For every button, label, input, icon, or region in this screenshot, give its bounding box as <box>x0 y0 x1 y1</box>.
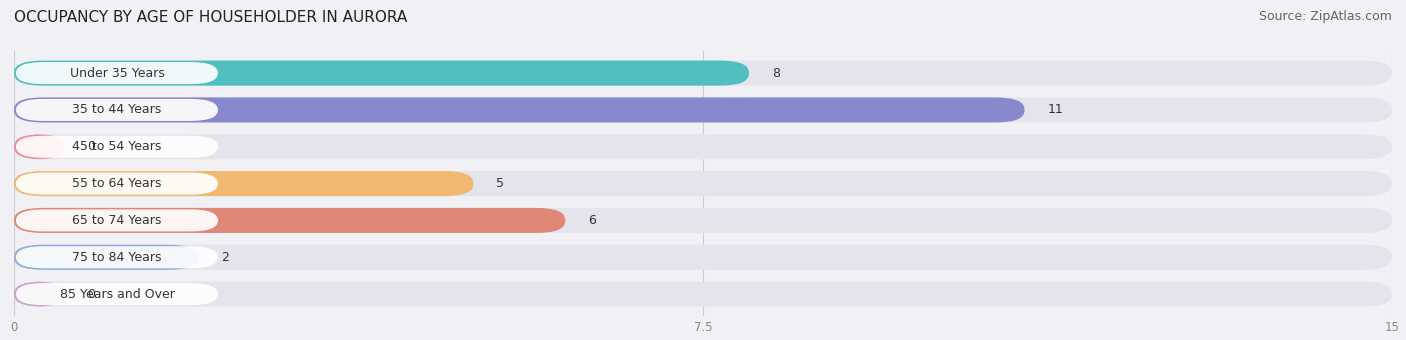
FancyBboxPatch shape <box>14 97 1025 122</box>
Text: 35 to 44 Years: 35 to 44 Years <box>72 103 162 116</box>
Text: 0: 0 <box>87 140 96 153</box>
Text: 2: 2 <box>221 251 229 264</box>
FancyBboxPatch shape <box>15 283 218 305</box>
FancyBboxPatch shape <box>14 208 565 233</box>
FancyBboxPatch shape <box>14 245 198 270</box>
FancyBboxPatch shape <box>14 245 1392 270</box>
Text: 0: 0 <box>87 288 96 301</box>
FancyBboxPatch shape <box>15 209 218 232</box>
Text: 55 to 64 Years: 55 to 64 Years <box>72 177 162 190</box>
FancyBboxPatch shape <box>15 246 218 268</box>
Text: 5: 5 <box>496 177 505 190</box>
FancyBboxPatch shape <box>14 61 749 86</box>
Text: OCCUPANCY BY AGE OF HOUSEHOLDER IN AURORA: OCCUPANCY BY AGE OF HOUSEHOLDER IN AUROR… <box>14 10 408 25</box>
Text: Under 35 Years: Under 35 Years <box>69 67 165 80</box>
Text: 85 Years and Over: 85 Years and Over <box>59 288 174 301</box>
FancyBboxPatch shape <box>14 134 1392 159</box>
FancyBboxPatch shape <box>15 62 218 84</box>
FancyBboxPatch shape <box>14 208 1392 233</box>
Text: 65 to 74 Years: 65 to 74 Years <box>72 214 162 227</box>
FancyBboxPatch shape <box>14 97 1392 122</box>
Text: 6: 6 <box>588 214 596 227</box>
FancyBboxPatch shape <box>14 134 65 159</box>
FancyBboxPatch shape <box>14 171 474 196</box>
Text: 75 to 84 Years: 75 to 84 Years <box>72 251 162 264</box>
FancyBboxPatch shape <box>14 61 1392 86</box>
Text: 8: 8 <box>772 67 780 80</box>
Text: 11: 11 <box>1047 103 1063 116</box>
FancyBboxPatch shape <box>15 173 218 194</box>
Text: Source: ZipAtlas.com: Source: ZipAtlas.com <box>1258 10 1392 23</box>
FancyBboxPatch shape <box>14 171 1392 196</box>
Text: 45 to 54 Years: 45 to 54 Years <box>72 140 162 153</box>
FancyBboxPatch shape <box>15 136 218 158</box>
FancyBboxPatch shape <box>14 282 1392 307</box>
FancyBboxPatch shape <box>15 99 218 121</box>
FancyBboxPatch shape <box>14 282 65 307</box>
